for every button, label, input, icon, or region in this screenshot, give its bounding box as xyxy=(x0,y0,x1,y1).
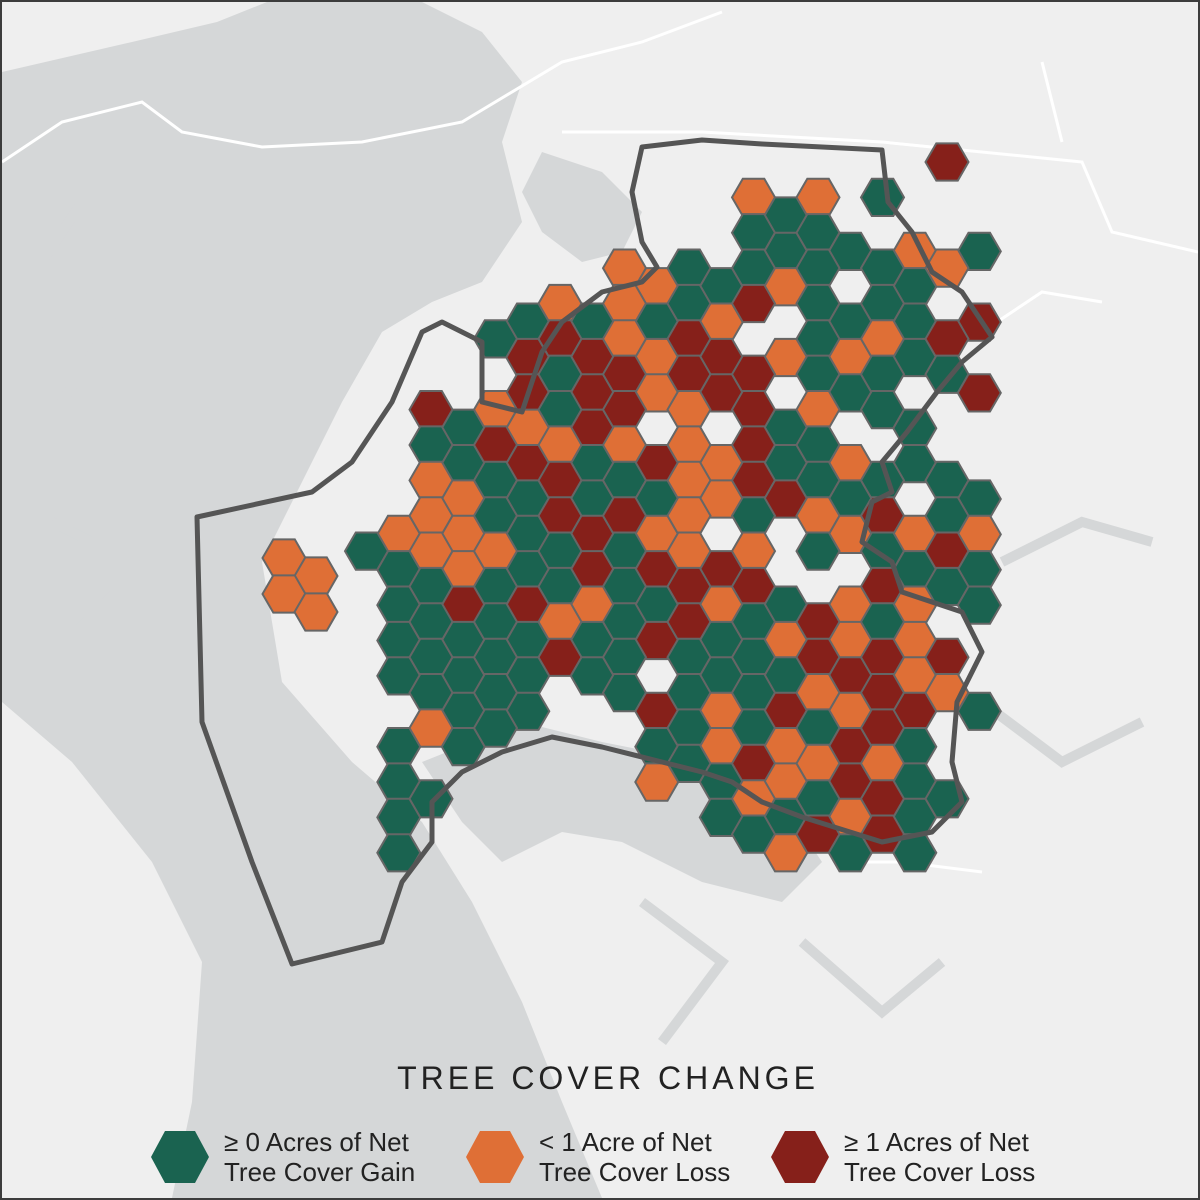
hex-cell xyxy=(472,708,519,748)
hex-cell xyxy=(666,390,712,430)
hex-cell xyxy=(924,142,970,182)
legend-gain-line2: Tree Cover Gain xyxy=(224,1157,416,1187)
hex-cell xyxy=(730,531,777,571)
hex-cell xyxy=(293,592,339,632)
hex-cell xyxy=(924,319,970,359)
hex-cell xyxy=(730,354,777,394)
legend-item-gain: ≥ 0 Acres of Net Tree Cover Gain xyxy=(150,1126,415,1188)
hexbin-layer xyxy=(261,142,1002,873)
bay-water xyxy=(2,2,602,1198)
inlet-water xyxy=(422,722,822,902)
legend-item-large-loss: ≥ 1 Acres of Net Tree Cover Loss xyxy=(770,1126,1035,1188)
hex-cell xyxy=(859,354,906,394)
green-hexagon-icon xyxy=(151,1131,209,1183)
hex-cell xyxy=(795,390,841,430)
legend-item-small-loss: < 1 Acre of Net Tree Cover Loss xyxy=(465,1126,730,1188)
legend-large-loss-line1: ≥ 1 Acres of Net xyxy=(844,1127,1029,1157)
hex-cell xyxy=(601,390,648,430)
orange-hexagon-icon xyxy=(466,1131,524,1183)
road xyxy=(2,10,1198,874)
hex-cell xyxy=(666,496,712,536)
hex-cell xyxy=(795,531,841,571)
hex-cell xyxy=(730,496,777,536)
legend-small-loss-line2: Tree Cover Loss xyxy=(539,1157,731,1187)
hex-cell xyxy=(795,248,841,288)
hex-cell xyxy=(956,373,1002,413)
county-boundary xyxy=(194,137,995,967)
hex-cell xyxy=(956,691,1002,731)
legend-gain-line1: ≥ 0 Acres of Net xyxy=(224,1127,409,1157)
hex-cell xyxy=(956,585,1002,625)
hex-cell xyxy=(730,283,777,324)
legend-small-loss-line1: < 1 Acre of Net xyxy=(539,1127,712,1157)
legend-title: TREE COVER CHANGE xyxy=(397,1060,819,1096)
tributary xyxy=(18,148,1154,1045)
hex-cell xyxy=(601,637,648,677)
legend-large-loss-line2: Tree Cover Loss xyxy=(844,1157,1036,1187)
hex-cell xyxy=(795,177,841,217)
river-water xyxy=(522,152,642,262)
red-hexagon-icon xyxy=(771,1131,829,1183)
hex-cell xyxy=(924,637,970,677)
